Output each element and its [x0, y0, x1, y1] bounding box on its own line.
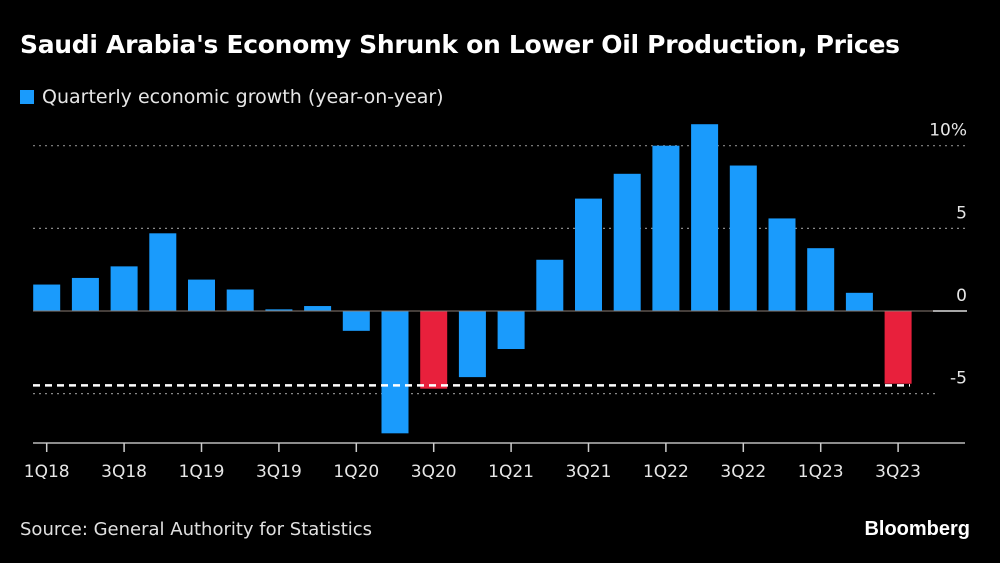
x-tick-label: 3Q21 — [566, 462, 612, 482]
x-tick-label: 1Q18 — [24, 462, 70, 482]
bar-1Q21 — [497, 311, 525, 350]
bar-3Q21 — [575, 198, 602, 311]
x-tick-label: 3Q20 — [411, 462, 457, 482]
bar-4Q21 — [613, 173, 641, 311]
bar-2Q21 — [536, 259, 564, 311]
bar-1Q22 — [652, 145, 680, 311]
y-tick-label: -5 — [950, 369, 967, 389]
bar-1Q23 — [807, 248, 835, 311]
bar-4Q19 — [304, 306, 332, 311]
x-tick-label: 3Q18 — [101, 462, 147, 482]
bar-2Q18 — [71, 277, 99, 311]
bar-3Q18 — [110, 266, 138, 311]
x-tick-label: 1Q19 — [179, 462, 225, 482]
x-tick-label: 1Q20 — [333, 462, 379, 482]
bar-2Q20 — [381, 311, 409, 434]
x-tick-label: 1Q23 — [798, 462, 844, 482]
bar-2Q19 — [226, 289, 254, 311]
x-tick-label: 3Q23 — [875, 462, 921, 482]
bloomberg-logo: Bloomberg — [864, 518, 970, 540]
y-tick-label: 10% — [929, 121, 967, 141]
legend-swatch — [20, 90, 34, 104]
x-tick-label: 3Q22 — [720, 462, 766, 482]
legend: Quarterly economic growth (year-on-year) — [20, 86, 444, 108]
source-note: Source: General Authority for Statistics — [20, 519, 373, 540]
bar-4Q20 — [458, 311, 486, 378]
y-tick-label: 5 — [956, 203, 967, 223]
chart-title: Saudi Arabia's Economy Shrunk on Lower O… — [20, 30, 900, 59]
y-tick-label: 0 — [956, 286, 967, 306]
bar-3Q19 — [265, 309, 293, 311]
bar-3Q22 — [729, 165, 757, 311]
x-tick-label: 3Q19 — [256, 462, 302, 482]
legend-label: Quarterly economic growth (year-on-year) — [42, 86, 444, 108]
bar-4Q22 — [768, 218, 796, 311]
bar-2Q23 — [845, 292, 873, 311]
bar-3Q23 — [884, 311, 912, 384]
bar-1Q19 — [188, 279, 215, 311]
bar-3Q20 — [420, 311, 448, 389]
bar-1Q18 — [33, 284, 61, 311]
x-tick-label: 1Q22 — [643, 462, 689, 482]
bar-4Q18 — [149, 233, 177, 311]
bar-1Q20 — [342, 311, 370, 331]
bar-2Q22 — [691, 124, 719, 311]
x-tick-label: 1Q21 — [488, 462, 534, 482]
